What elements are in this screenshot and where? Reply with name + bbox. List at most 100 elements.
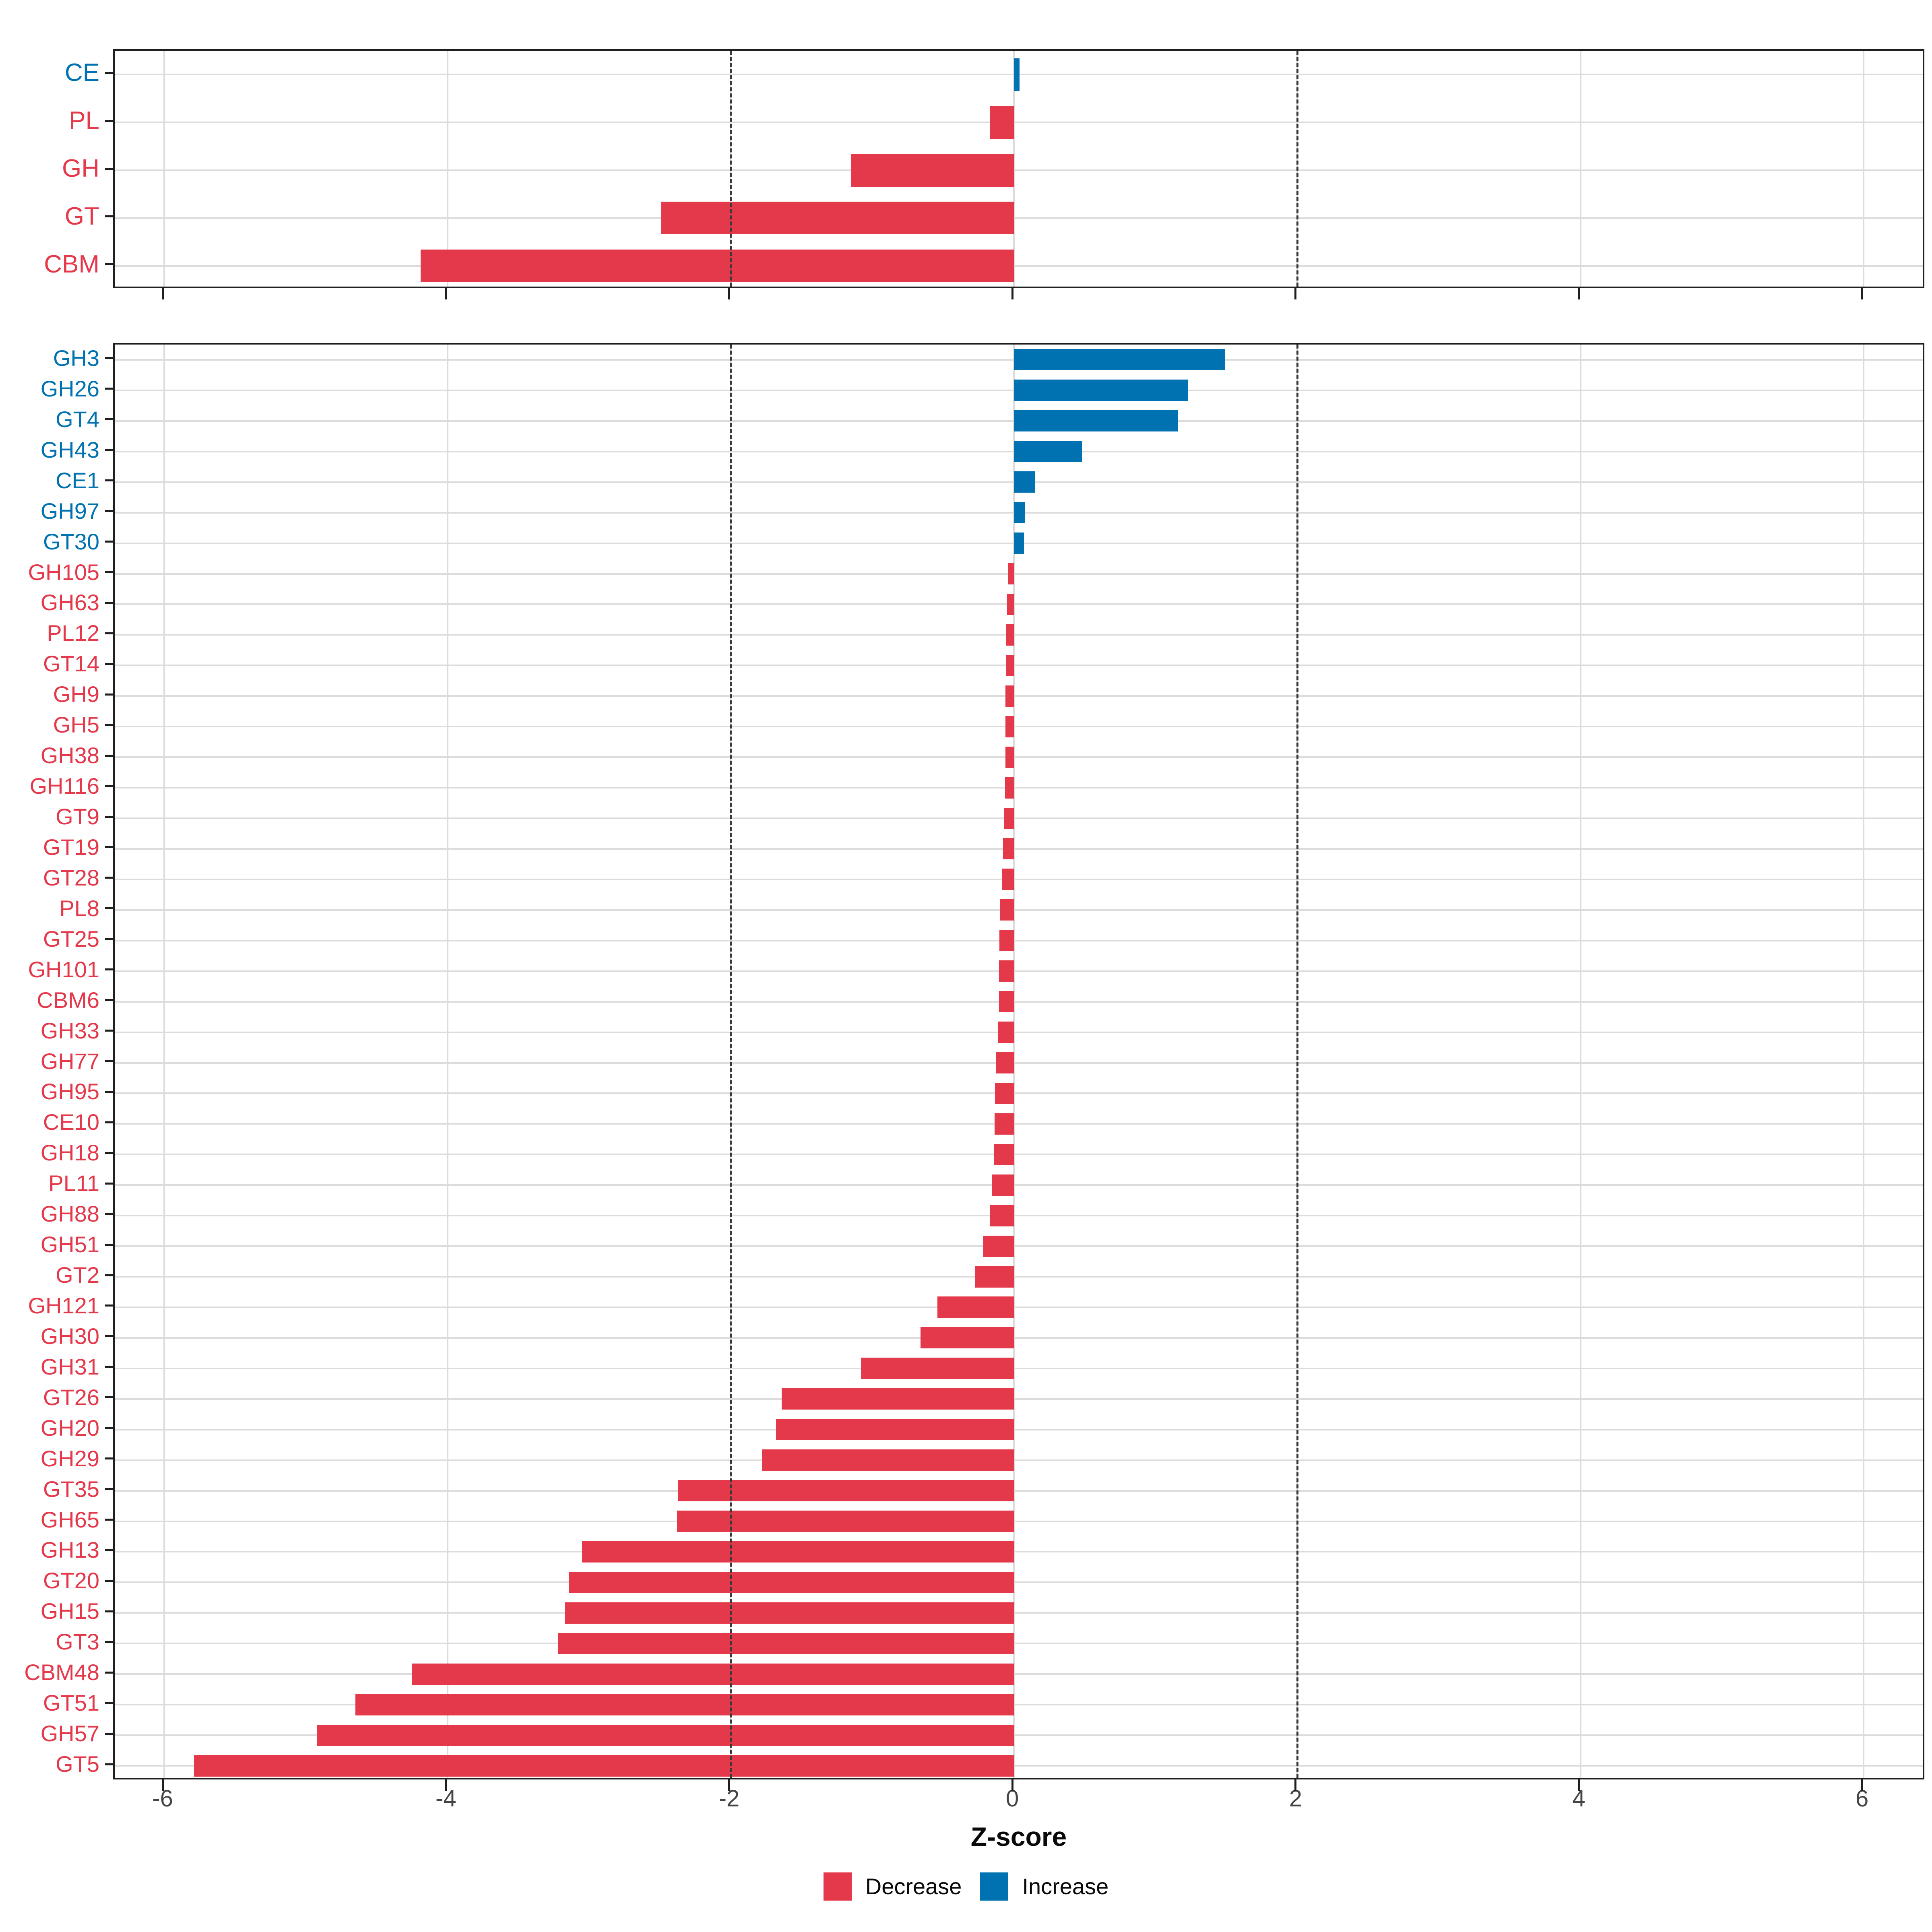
y-tick <box>105 999 113 1001</box>
gridline-horizontal <box>115 1704 1923 1706</box>
gridline-horizontal <box>115 1520 1923 1522</box>
category-label-GT19: GT19 <box>43 834 99 860</box>
y-tick <box>105 541 113 543</box>
gridline-horizontal <box>115 1643 1923 1645</box>
category-label-GH13: GH13 <box>40 1537 99 1563</box>
category-label-GH101: GH101 <box>28 956 99 982</box>
category-label-GH63: GH63 <box>40 590 99 615</box>
gridline-horizontal <box>115 1428 1923 1430</box>
bar-GT <box>661 202 1014 235</box>
dashed-reference-line <box>730 51 732 287</box>
gridline-horizontal <box>115 1215 1923 1217</box>
gridline-horizontal <box>115 1734 1923 1736</box>
category-label-GT14: GT14 <box>43 651 99 677</box>
gridline-horizontal <box>115 970 1923 972</box>
category-label-GH95: GH95 <box>40 1079 99 1104</box>
x-tick <box>1011 288 1013 299</box>
panel-bottom <box>113 343 1924 1779</box>
y-tick <box>105 1366 113 1368</box>
category-label-PL8: PL8 <box>59 895 99 921</box>
x-tick <box>728 288 730 299</box>
bar-GH3 <box>1014 349 1225 371</box>
x-tick <box>161 1779 164 1791</box>
bar-GH15 <box>565 1602 1014 1624</box>
bar-PL <box>990 106 1014 139</box>
category-label-CE10: CE10 <box>43 1109 99 1135</box>
bar-GH116 <box>1005 777 1014 799</box>
panel-top <box>113 49 1924 288</box>
gridline-horizontal <box>115 573 1923 575</box>
category-label-GT25: GT25 <box>43 926 99 952</box>
legend: Decrease Increase <box>0 1872 1932 1901</box>
y-tick <box>105 1090 113 1093</box>
gridline-vertical <box>1863 51 1865 287</box>
gridline-horizontal <box>115 217 1923 219</box>
bar-CBM48 <box>412 1663 1014 1685</box>
y-tick <box>105 1579 113 1582</box>
y-tick <box>105 724 113 726</box>
gridline-vertical <box>1579 51 1581 287</box>
bar-GT20 <box>569 1571 1014 1593</box>
category-label-GT: GT <box>64 202 99 230</box>
category-label-GH15: GH15 <box>40 1598 99 1624</box>
decrease-swatch-icon <box>823 1872 852 1901</box>
y-tick <box>105 907 113 910</box>
gridline-horizontal <box>115 909 1923 911</box>
gridline-horizontal <box>115 1184 1923 1186</box>
x-axis-title: Z-score <box>970 1822 1067 1852</box>
bar-GT4 <box>1014 410 1179 432</box>
category-label-GH18: GH18 <box>40 1140 99 1166</box>
gridline-horizontal <box>115 603 1923 605</box>
x-tick <box>728 1779 730 1791</box>
bar-PL12 <box>1006 624 1014 646</box>
bar-GH <box>851 154 1014 187</box>
category-label-PL12: PL12 <box>47 620 99 646</box>
bar-GH101 <box>999 960 1014 982</box>
gridline-horizontal <box>115 122 1923 124</box>
y-tick <box>105 1182 113 1185</box>
bar-PL8 <box>999 899 1014 921</box>
gridline-horizontal <box>115 1306 1923 1308</box>
y-tick <box>105 1488 113 1490</box>
gridline-horizontal <box>115 1031 1923 1033</box>
gridline-horizontal <box>115 1551 1923 1553</box>
bar-GH26 <box>1014 380 1188 401</box>
bar-GH20 <box>776 1419 1014 1441</box>
gridline-horizontal <box>115 848 1923 850</box>
y-tick <box>105 571 113 574</box>
legend-item-decrease: Decrease <box>823 1872 962 1901</box>
category-label-GT28: GT28 <box>43 865 99 890</box>
category-label-GT3: GT3 <box>56 1629 99 1655</box>
category-label-GT4: GT4 <box>56 406 99 432</box>
gridline-horizontal <box>115 1367 1923 1369</box>
category-label-CBM6: CBM6 <box>37 987 99 1013</box>
bar-CE10 <box>994 1113 1014 1135</box>
category-label-GH30: GH30 <box>40 1323 99 1349</box>
category-label-CE: CE <box>64 59 99 87</box>
bar-GT28 <box>1002 869 1014 890</box>
y-tick <box>105 968 113 971</box>
x-tick <box>1011 1779 1013 1791</box>
y-tick <box>105 1763 113 1765</box>
gridline-vertical <box>446 51 448 287</box>
y-tick <box>105 1305 113 1307</box>
category-label-GH105: GH105 <box>28 559 99 585</box>
y-tick <box>105 785 113 787</box>
category-label-GH31: GH31 <box>40 1354 99 1379</box>
category-label-PL: PL <box>69 107 99 135</box>
y-tick <box>105 1030 113 1032</box>
gridline-horizontal <box>115 726 1923 728</box>
gridline-horizontal <box>115 1673 1923 1675</box>
category-label-GT26: GT26 <box>43 1384 99 1410</box>
y-tick <box>105 1060 113 1062</box>
bar-GH38 <box>1005 746 1014 768</box>
category-label-GT9: GT9 <box>56 804 99 829</box>
y-tick <box>105 357 113 359</box>
bar-GT14 <box>1005 654 1014 676</box>
category-label-GH: GH <box>62 155 99 182</box>
gridline-vertical <box>1013 345 1015 1778</box>
category-label-CE1: CE1 <box>56 467 99 493</box>
dashed-reference-line <box>1296 51 1298 287</box>
bar-GH65 <box>677 1511 1014 1532</box>
category-label-GH5: GH5 <box>53 712 99 738</box>
